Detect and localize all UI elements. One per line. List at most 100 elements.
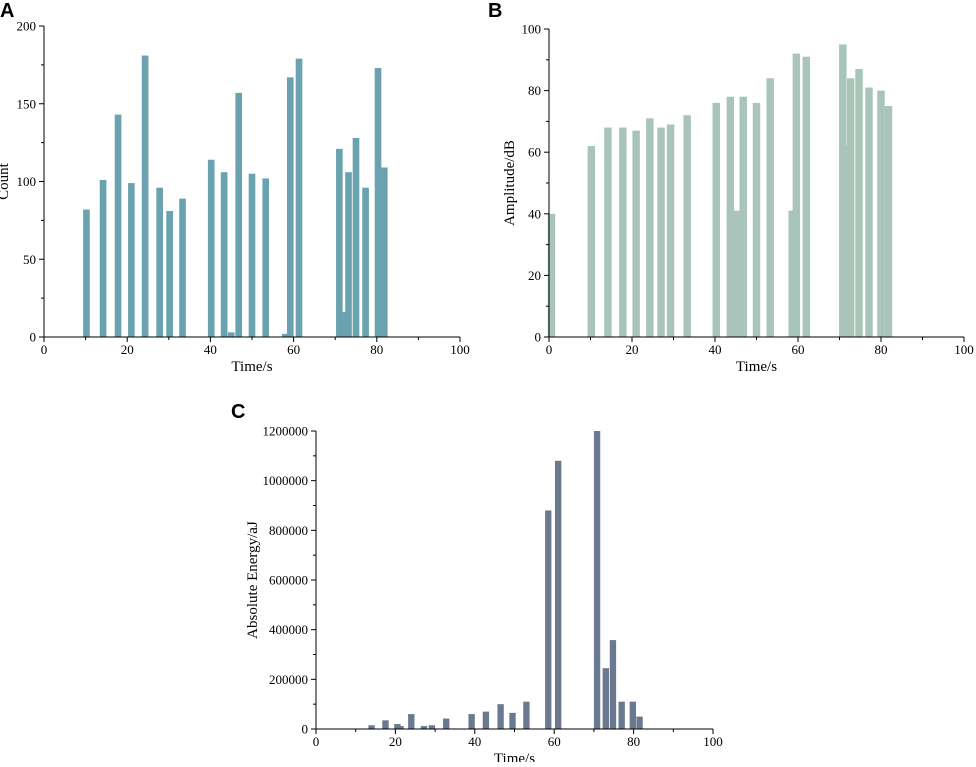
bar-a-22 bbox=[374, 67, 382, 338]
bar-b-24 bbox=[884, 106, 893, 337]
bar-a-4 bbox=[141, 55, 149, 338]
bar-b-20 bbox=[846, 78, 855, 337]
y-tick-label: 20 bbox=[528, 268, 541, 283]
bar-c-4 bbox=[408, 714, 415, 729]
bar-a-3 bbox=[128, 183, 135, 337]
bar-b-0 bbox=[547, 213, 556, 337]
bar-b-14 bbox=[766, 78, 774, 337]
bar-b-7 bbox=[666, 124, 675, 337]
bar-a-18 bbox=[339, 312, 347, 337]
bar-c-19 bbox=[629, 701, 636, 729]
bar-c-14 bbox=[554, 460, 562, 729]
bar-b-3 bbox=[619, 127, 627, 337]
y-axis-title: Amplitude/dB bbox=[502, 140, 518, 226]
bar-b-1 bbox=[587, 146, 596, 337]
x-tick-label: 80 bbox=[627, 734, 640, 749]
bar-a-0 bbox=[83, 209, 90, 337]
x-tick-label: 100 bbox=[450, 342, 470, 357]
bar-a-21 bbox=[362, 187, 369, 337]
y-tick-label: 600000 bbox=[269, 573, 308, 588]
bar-c-17 bbox=[609, 640, 617, 729]
y-tick-label: 150 bbox=[17, 96, 37, 111]
bar-b-11 bbox=[732, 210, 741, 337]
x-tick-label: 80 bbox=[875, 342, 888, 357]
bar-b-6 bbox=[657, 127, 665, 337]
bar-c-3 bbox=[397, 726, 404, 729]
bar-c-16 bbox=[602, 668, 609, 729]
bar-a-13 bbox=[262, 178, 270, 337]
bar-a-10 bbox=[227, 332, 235, 337]
y-tick-label: 0 bbox=[30, 330, 37, 345]
bar-c-13 bbox=[545, 510, 552, 729]
x-tick-label: 20 bbox=[121, 342, 134, 357]
bar-c-10 bbox=[497, 704, 504, 729]
bar-c-15 bbox=[593, 431, 601, 729]
bar-b-23 bbox=[877, 90, 885, 337]
bar-a-14 bbox=[281, 333, 289, 337]
y-tick-label: 60 bbox=[528, 145, 541, 160]
bar-b-12 bbox=[739, 96, 747, 337]
y-axis-title: Count bbox=[0, 162, 12, 200]
y-tick-label: 1200000 bbox=[263, 424, 309, 439]
bar-b-22 bbox=[865, 87, 873, 338]
bar-a-16 bbox=[295, 58, 303, 338]
y-tick-label: 40 bbox=[528, 206, 541, 221]
bar-a-5 bbox=[156, 187, 163, 337]
x-tick-label: 60 bbox=[287, 342, 300, 357]
y-tick-label: 400000 bbox=[269, 622, 308, 637]
bar-a-12 bbox=[248, 173, 256, 337]
x-tick-label: 100 bbox=[703, 734, 723, 749]
y-tick-label: 200 bbox=[17, 19, 37, 34]
bar-a-20 bbox=[352, 137, 360, 337]
bar-c-1 bbox=[382, 720, 389, 729]
y-tick-label: 200000 bbox=[269, 672, 308, 687]
bar-b-17 bbox=[802, 56, 811, 337]
y-tick-label: 0 bbox=[302, 722, 309, 737]
bar-c-8 bbox=[468, 714, 475, 729]
bar-a-15 bbox=[286, 77, 294, 337]
bar-b-9 bbox=[712, 102, 720, 337]
chart-panel-b: B 0 20 40 60 80 100 0 20 40 60 80 100 Time/s Amplitud… bbox=[488, 0, 974, 375]
bar-b-21 bbox=[855, 69, 863, 337]
panel-label-a: A bbox=[0, 0, 14, 22]
bar-b-15 bbox=[788, 210, 796, 337]
y-tick-label: 100 bbox=[522, 22, 542, 37]
bar-c-6 bbox=[428, 725, 436, 729]
panel-label-b: B bbox=[488, 0, 502, 22]
bar-c-7 bbox=[443, 718, 450, 729]
bar-c-18 bbox=[618, 701, 625, 729]
x-tick-label: 40 bbox=[204, 342, 217, 357]
x-tick-label: 100 bbox=[954, 342, 974, 357]
y-tick-label: 100 bbox=[17, 174, 37, 189]
y-tick-label: 800000 bbox=[269, 523, 308, 538]
chart-panel-a: A 0 20 40 60 80 100 0 50 100 150 200 Time/s Count bbox=[0, 0, 470, 375]
y-tick-label: 0 bbox=[535, 330, 542, 345]
y-axis-title: Absolute Energy/aJ bbox=[245, 521, 261, 639]
bar-c-0 bbox=[368, 725, 375, 729]
x-tick-label: 40 bbox=[709, 342, 722, 357]
bar-a-23 bbox=[380, 167, 388, 337]
chart-panel-c: C 0 20 40 60 80 100 0 200000 400000 600000 800000 1… bbox=[231, 401, 723, 767]
bar-a-8 bbox=[207, 159, 215, 337]
y-tick-label: 1000000 bbox=[263, 473, 309, 488]
y-tick-label: 50 bbox=[23, 252, 36, 267]
bar-a-17 bbox=[336, 148, 343, 337]
x-tick-label: 80 bbox=[370, 342, 383, 357]
bar-b-5 bbox=[646, 118, 654, 337]
x-tick-label: 0 bbox=[546, 342, 553, 357]
x-tick-label: 20 bbox=[626, 342, 639, 357]
x-tick-label: 0 bbox=[313, 734, 320, 749]
y-tick-label: 80 bbox=[528, 83, 541, 98]
bar-a-6 bbox=[166, 211, 173, 337]
bar-a-1 bbox=[99, 179, 107, 337]
bar-b-19 bbox=[841, 146, 850, 337]
x-tick-label: 60 bbox=[548, 734, 561, 749]
bar-b-13 bbox=[752, 102, 761, 337]
bar-a-11 bbox=[235, 92, 243, 337]
x-tick-label: 20 bbox=[389, 734, 402, 749]
bar-b-4 bbox=[632, 130, 640, 337]
panel-label-c: C bbox=[231, 401, 245, 423]
bar-a-19 bbox=[345, 172, 352, 337]
bar-c-12 bbox=[523, 701, 530, 729]
